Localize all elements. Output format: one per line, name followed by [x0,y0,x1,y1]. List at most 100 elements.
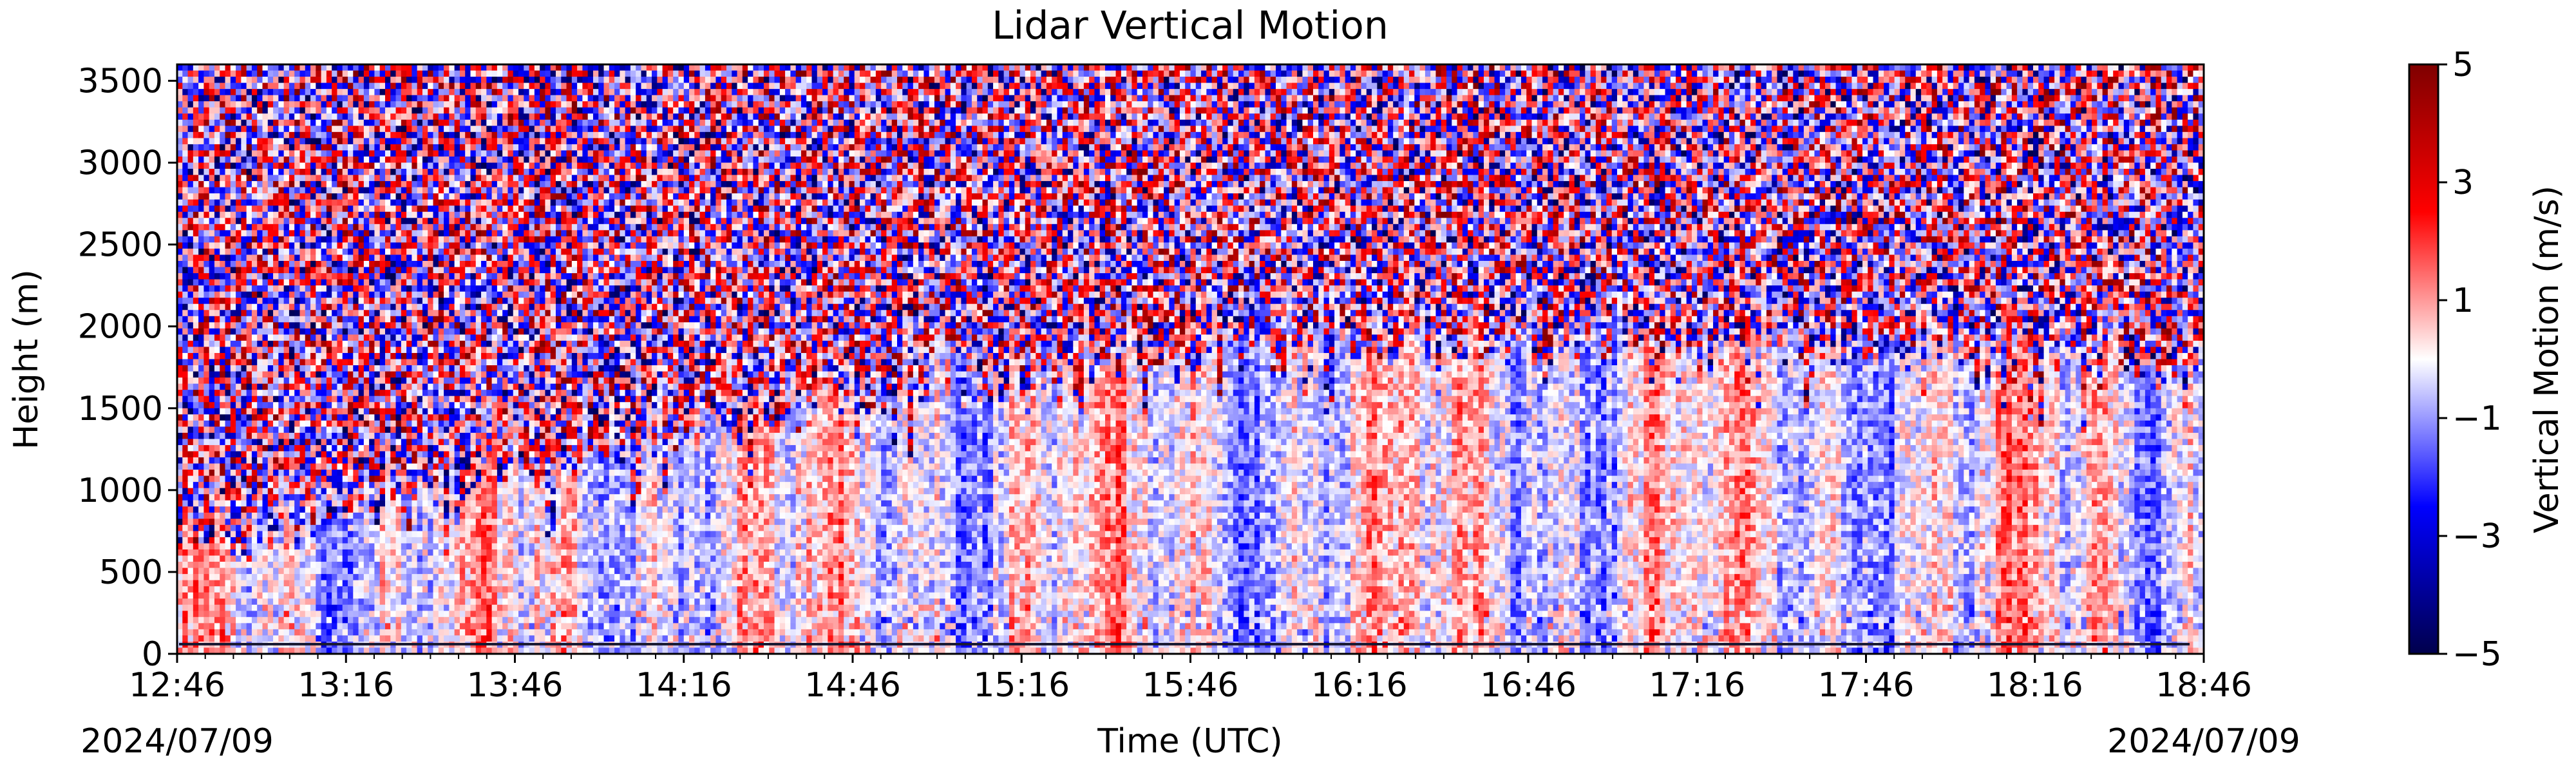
heatmap-cell [220,187,225,194]
heatmap-cell [225,89,231,95]
heatmap-cell [220,298,225,304]
heatmap-cell [220,341,225,347]
heatmap-cell [236,414,242,421]
heatmap-cell [236,83,242,90]
heatmap-cell [188,83,194,90]
heatmap-cell [209,280,215,286]
heatmap-cell [220,236,225,243]
heatmap-cell [198,623,204,629]
heatmap-cell [214,377,220,384]
heatmap-cell [231,280,236,286]
heatmap-cell [236,187,242,194]
heatmap-cell [204,205,209,212]
heatmap-cell [214,519,220,525]
heatmap-cell [193,402,199,408]
heatmap-cell [193,488,199,495]
heatmap-cell [220,359,225,366]
heatmap-cell [236,334,242,341]
heatmap-cell [193,218,199,224]
heatmap-cell [204,175,209,182]
heatmap-cell [231,304,236,310]
heatmap-cell [241,224,247,231]
heatmap-cell [231,101,236,108]
heatmap-cell [198,519,204,525]
heatmap-cell [236,611,242,617]
heatmap-cell [193,549,199,556]
heatmap-cell [231,120,236,126]
heatmap-cell [220,488,225,495]
heatmap-cell [220,316,225,323]
heatmap-cell [236,586,242,593]
heatmap-cell [220,525,225,531]
heatmap-cell [182,635,188,642]
heatmap-cell [241,138,247,144]
heatmap-cell [182,476,188,482]
heatmap-cell [214,611,220,617]
heatmap-cell [193,285,199,292]
heatmap-cell [241,236,247,243]
heatmap-cell [209,433,215,439]
heatmap-cell [204,157,209,163]
heatmap-cell [231,402,236,408]
heatmap-cell [241,230,247,236]
heatmap-cell [193,377,199,384]
heatmap-cell [188,476,194,482]
heatmap-cell [182,334,188,341]
heatmap-cell [182,574,188,580]
heatmap-cell [198,605,204,611]
heatmap-cell [182,169,188,175]
heatmap-cell [182,304,188,310]
heatmap-cell [198,181,204,187]
heatmap-cell [236,396,242,403]
heatmap-cell [204,169,209,175]
heatmap-cell [193,353,199,359]
heatmap-cell [209,254,215,261]
heatmap-cell [204,617,209,624]
heatmap-cell [236,200,242,206]
heatmap-cell [220,163,225,169]
heatmap-cell [188,611,194,617]
heatmap-cell [225,531,231,537]
heatmap-cell [236,236,242,243]
heatmap-cell [236,249,242,255]
heatmap-cell [188,175,194,182]
heatmap-cell [214,273,220,280]
heatmap-cell [220,451,225,457]
heatmap-cell [241,132,247,138]
heatmap-cell [188,506,194,513]
heatmap-cell [241,334,247,341]
heatmap-cell [225,396,231,403]
heatmap-cell [188,120,194,126]
heatmap-cell [214,617,220,624]
heatmap-cell [193,586,199,593]
heatmap-cell [182,101,188,108]
heatmap-cell [241,77,247,83]
heatmap-cell [198,322,204,329]
heatmap-cell [225,494,231,501]
heatmap-cell [188,556,194,562]
heatmap-cell [198,187,204,194]
heatmap-cell [204,426,209,433]
heatmap-cell [198,71,204,77]
heatmap-cell [231,365,236,372]
heatmap-cell [188,193,194,200]
heatmap-cell [225,414,231,421]
heatmap-cell [188,568,194,575]
heatmap-cell [225,200,231,206]
heatmap-cell [204,593,209,599]
heatmap-cell [220,421,225,427]
heatmap-cell [198,200,204,206]
heatmap-cell [193,359,199,366]
heatmap-cell [198,556,204,562]
heatmap-cell [193,531,199,537]
heatmap-cell [204,414,209,421]
heatmap-cell [236,273,242,280]
heatmap-cell [231,433,236,439]
heatmap-cell [198,574,204,580]
heatmap-cell [241,482,247,488]
heatmap-cell [209,126,215,132]
heatmap-cell [220,574,225,580]
heatmap-cell [188,470,194,476]
heatmap-cell [225,132,231,138]
heatmap-cell [204,329,209,335]
